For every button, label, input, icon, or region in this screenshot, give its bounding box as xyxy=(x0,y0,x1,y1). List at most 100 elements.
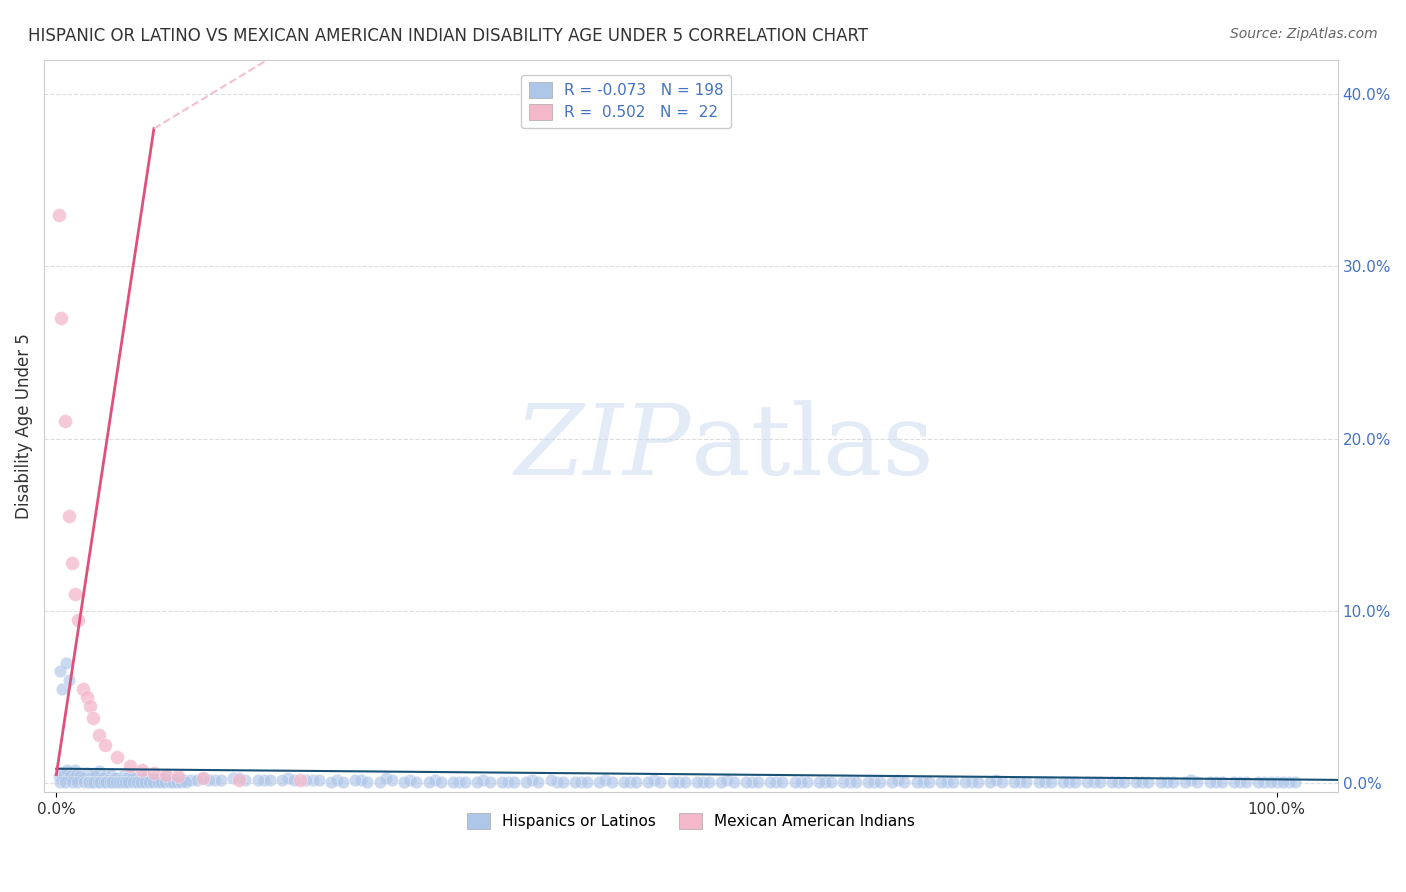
Point xyxy=(49,665,72,679)
Point xyxy=(228,771,250,785)
Point xyxy=(308,772,330,787)
Point xyxy=(918,774,941,789)
Point xyxy=(155,769,177,783)
Point xyxy=(838,774,860,789)
Point xyxy=(82,768,104,782)
Point xyxy=(984,772,1007,787)
Point xyxy=(1064,774,1087,789)
Point xyxy=(1039,774,1062,789)
Point xyxy=(56,763,79,777)
Point xyxy=(105,750,128,764)
Point xyxy=(1253,774,1275,789)
Point xyxy=(1229,774,1251,789)
Point xyxy=(141,772,163,787)
Point xyxy=(441,774,464,789)
Point xyxy=(105,771,128,785)
Point xyxy=(966,774,988,789)
Point xyxy=(58,673,80,687)
Point xyxy=(929,774,952,789)
Text: Source: ZipAtlas.com: Source: ZipAtlas.com xyxy=(1230,27,1378,41)
Point xyxy=(222,771,245,785)
Point xyxy=(350,772,373,787)
Point xyxy=(392,774,415,789)
Text: HISPANIC OR LATINO VS MEXICAN AMERICAN INDIAN DISABILITY AGE UNDER 5 CORRELATION: HISPANIC OR LATINO VS MEXICAN AMERICAN I… xyxy=(28,27,869,45)
Point xyxy=(290,772,312,787)
Point xyxy=(65,768,87,782)
Text: atlas: atlas xyxy=(690,400,934,496)
Point xyxy=(564,774,586,789)
Point xyxy=(51,311,73,326)
Point xyxy=(723,774,745,789)
Point xyxy=(235,772,257,787)
Point xyxy=(893,774,915,789)
Point xyxy=(198,772,221,787)
Point xyxy=(955,774,977,789)
Point xyxy=(104,771,127,785)
Point xyxy=(882,774,904,789)
Point xyxy=(157,772,180,787)
Point xyxy=(496,774,519,789)
Point xyxy=(1187,774,1209,789)
Point xyxy=(121,771,143,785)
Point xyxy=(710,774,733,789)
Point xyxy=(146,774,169,789)
Point xyxy=(1112,774,1135,789)
Point xyxy=(162,774,184,789)
Point xyxy=(673,774,696,789)
Point xyxy=(174,774,197,789)
Point xyxy=(429,774,451,789)
Point xyxy=(186,772,208,787)
Point xyxy=(124,771,146,785)
Point xyxy=(600,774,623,789)
Point xyxy=(814,774,837,789)
Point xyxy=(152,771,174,785)
Point xyxy=(650,774,672,789)
Point xyxy=(1083,774,1105,789)
Point xyxy=(624,774,647,789)
Point xyxy=(491,774,513,789)
Text: ZIP: ZIP xyxy=(515,401,690,495)
Point xyxy=(905,774,928,789)
Point xyxy=(418,774,440,789)
Point xyxy=(167,769,190,783)
Point xyxy=(326,772,349,787)
Point xyxy=(759,774,782,789)
Point xyxy=(150,774,173,789)
Point xyxy=(381,772,404,787)
Point xyxy=(527,774,550,789)
Point xyxy=(79,771,101,785)
Point xyxy=(465,774,488,789)
Point xyxy=(59,768,82,782)
Point xyxy=(887,772,910,787)
Point xyxy=(1015,774,1038,789)
Point xyxy=(472,772,495,787)
Point xyxy=(832,774,855,789)
Point xyxy=(128,772,150,787)
Point xyxy=(661,774,683,789)
Point xyxy=(48,208,70,222)
Point xyxy=(52,768,75,782)
Point xyxy=(69,769,91,783)
Point xyxy=(49,774,72,789)
Point xyxy=(96,774,118,789)
Point xyxy=(796,774,818,789)
Point xyxy=(94,739,117,753)
Point xyxy=(783,774,806,789)
Point xyxy=(63,763,86,777)
Point xyxy=(228,772,250,787)
Point xyxy=(166,774,188,789)
Point xyxy=(204,772,226,787)
Point xyxy=(936,774,959,789)
Point xyxy=(1076,774,1098,789)
Point xyxy=(271,772,294,787)
Point xyxy=(765,774,787,789)
Point xyxy=(447,774,470,789)
Point xyxy=(643,772,665,787)
Point xyxy=(1284,774,1306,789)
Point xyxy=(91,771,114,785)
Point xyxy=(142,774,165,789)
Point xyxy=(87,774,110,789)
Point xyxy=(863,774,886,789)
Point xyxy=(522,772,544,787)
Point xyxy=(686,774,709,789)
